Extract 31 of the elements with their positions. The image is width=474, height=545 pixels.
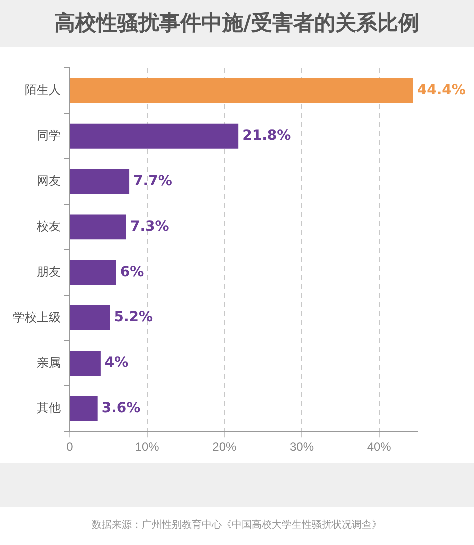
data-label: 6% [120, 264, 144, 280]
y-tick-label: 校友 [36, 220, 61, 234]
bar [70, 214, 126, 240]
bar [70, 306, 110, 331]
data-label: 4% [104, 355, 129, 372]
x-tick-label: 20% [212, 440, 237, 454]
data-label: 21.8% [242, 128, 292, 144]
data-label: 44.4% [417, 82, 466, 99]
y-tick-label: 朋友 [37, 264, 61, 279]
y-tick-label: 网友 [37, 174, 61, 188]
chart-title: 高校性骚扰事件中施/受害者的关系比例 [0, 0, 474, 47]
data-label: 3.6% [102, 400, 141, 417]
y-tick-label: 学校上级 [13, 310, 61, 324]
bar [70, 396, 98, 422]
data-label: 7.7% [134, 173, 172, 190]
x-tick-label: 30% [290, 440, 314, 454]
bar [70, 260, 116, 286]
x-tick-label: 0 [66, 440, 74, 454]
data-label: 5.2% [114, 310, 154, 326]
y-tick-label: 陌生人 [25, 83, 61, 98]
bar [70, 169, 130, 194]
bar [70, 124, 239, 149]
data-label: 7.3% [130, 218, 170, 235]
bar [70, 78, 414, 104]
y-tick-label: 其他 [37, 401, 61, 416]
y-tick-label: 亲属 [37, 356, 61, 370]
source-note: 数据来源：广州性别教育中心《中国高校大学生性骚扰状况调查》 [91, 518, 383, 532]
bar [70, 350, 101, 376]
x-tick-label: 40% [367, 440, 392, 454]
y-tick-label: 同学 [37, 128, 61, 143]
x-tick-label: 10% [135, 440, 160, 454]
